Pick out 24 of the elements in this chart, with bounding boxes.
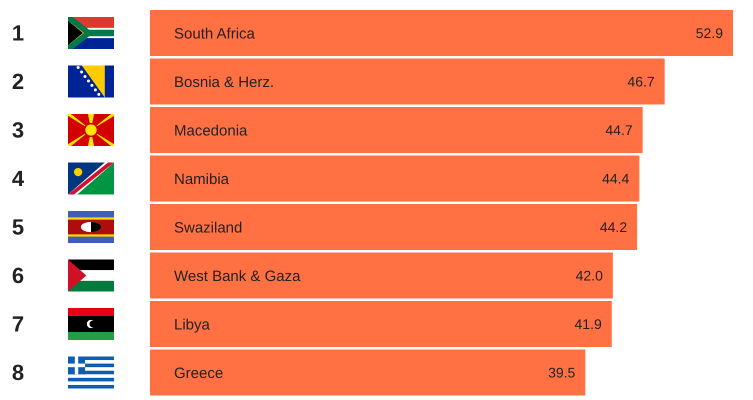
y-tick-label: Greece bbox=[174, 364, 224, 382]
y-tick-label: Bosnia & Herz. bbox=[174, 74, 274, 91]
text: 4 bbox=[12, 166, 25, 192]
data-label: 46.7 bbox=[627, 73, 655, 90]
data-label: 44.7 bbox=[605, 122, 633, 138]
text: 3 bbox=[12, 118, 24, 143]
y-tick-label: Swaziland bbox=[174, 219, 242, 236]
data-label: 52.9 bbox=[696, 24, 724, 41]
y-tick-label: Namibia bbox=[174, 170, 230, 188]
y-tick-label: Libya bbox=[174, 316, 211, 334]
data-label: 44.4 bbox=[602, 170, 630, 186]
text: 2 bbox=[12, 69, 24, 94]
text: 8 bbox=[12, 360, 24, 386]
text: 6 bbox=[12, 263, 24, 288]
text: 1 bbox=[12, 20, 24, 46]
data-label: 42.0 bbox=[576, 267, 604, 284]
data-label: 41.9 bbox=[574, 316, 602, 332]
data-label: 39.5 bbox=[548, 364, 576, 380]
y-tick-label: Macedonia bbox=[174, 122, 248, 140]
text: 7 bbox=[12, 312, 24, 337]
y-tick-label: West Bank & Gaza bbox=[174, 268, 302, 285]
data-label: 44.2 bbox=[600, 218, 628, 235]
y-tick-label: South Africa bbox=[174, 25, 256, 42]
text: 5 bbox=[12, 214, 24, 240]
